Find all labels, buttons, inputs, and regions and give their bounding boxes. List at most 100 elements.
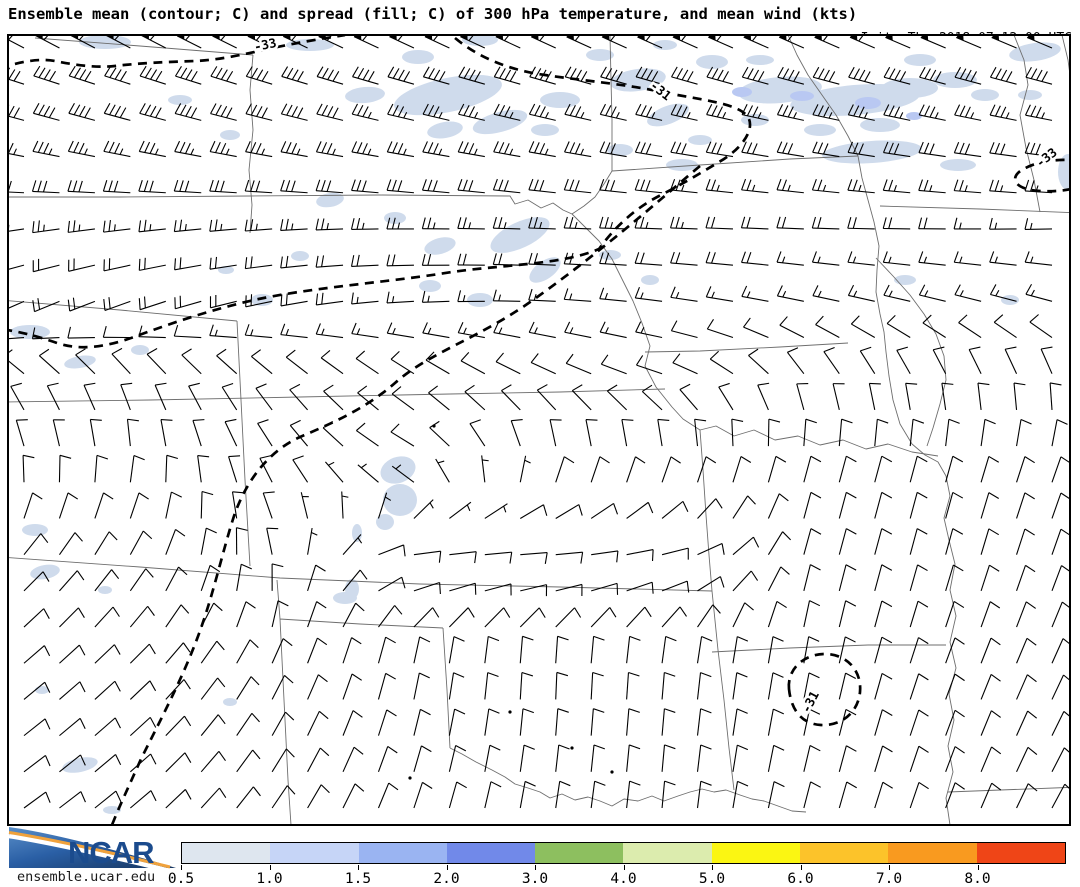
wind-barb <box>1025 283 1053 302</box>
wind-barb <box>111 347 131 375</box>
wind-barb <box>705 178 734 194</box>
wind-barb <box>67 140 96 158</box>
wind-barb <box>32 140 60 158</box>
wind-barb <box>262 491 275 519</box>
wind-barb <box>767 744 785 772</box>
page-title: Ensemble mean (contour; C) and spread (f… <box>8 5 858 23</box>
wind-barb <box>803 455 822 483</box>
wind-barb <box>874 636 893 664</box>
wind-barb <box>599 216 627 230</box>
wind-barb <box>989 104 1017 121</box>
wind-barb <box>599 287 627 302</box>
wind-barb <box>271 638 293 664</box>
wind-barb <box>68 258 96 272</box>
wind-barb <box>424 35 450 49</box>
wind-barb <box>23 645 51 664</box>
wind-barb <box>23 492 43 519</box>
state-border <box>644 342 849 353</box>
spread-patch <box>316 192 344 208</box>
wind-barb <box>732 708 748 736</box>
wind-barb <box>528 216 556 230</box>
wind-barb <box>732 536 760 556</box>
wind-barb <box>460 352 486 375</box>
wind-barb <box>530 35 556 49</box>
temperature-contour <box>787 652 862 727</box>
wind-barb <box>469 419 486 447</box>
wind-barb <box>823 346 840 375</box>
spread-patch <box>419 280 441 292</box>
wind-barb <box>448 745 467 772</box>
wind-barb <box>741 141 769 158</box>
wind-barb <box>909 418 925 447</box>
wind-barb <box>590 780 606 809</box>
wind-barb <box>954 104 982 121</box>
wind-barb <box>391 464 415 483</box>
wind-barb <box>555 456 575 483</box>
wind-barb <box>941 382 954 410</box>
wind-barb <box>422 322 450 339</box>
wind-barb <box>634 141 663 158</box>
wind-barb <box>635 66 663 85</box>
wind-barb <box>918 251 946 266</box>
wind-barb <box>980 746 1002 773</box>
wind-barb <box>129 530 153 555</box>
spread-patch <box>906 112 922 120</box>
wind-barb <box>350 217 379 230</box>
wind-barb <box>743 317 769 339</box>
spread-patch <box>64 355 96 369</box>
wind-barb <box>138 257 166 271</box>
wind-barb <box>520 551 548 564</box>
wind-barb <box>68 65 96 85</box>
wind-barb <box>280 255 308 269</box>
wind-barb <box>980 455 1000 483</box>
wind-barb <box>102 326 131 339</box>
wind-barb <box>882 179 911 194</box>
spread-patch <box>10 325 50 339</box>
wind-barb <box>672 35 698 49</box>
wind-barb <box>563 216 592 230</box>
wind-barb <box>103 258 131 272</box>
wind-barb <box>351 103 379 121</box>
wind-barb <box>1016 710 1038 736</box>
wind-barb <box>94 644 121 664</box>
spread-patch <box>666 159 698 171</box>
wind-barb <box>492 178 521 194</box>
wind-barb <box>1016 637 1037 664</box>
wind-barb <box>221 382 238 411</box>
wind-barb <box>980 601 1001 628</box>
wind-barb <box>139 65 166 85</box>
spread-patch <box>79 35 131 49</box>
wind-barb <box>555 671 569 700</box>
wind-barb <box>776 251 804 266</box>
wind-barb <box>519 671 534 700</box>
wind-barb <box>102 219 131 233</box>
colorbar-segment <box>623 843 712 863</box>
wind-barb <box>953 141 982 158</box>
wind-barb <box>342 673 362 700</box>
wind-barb <box>626 606 652 628</box>
wind-barb <box>626 744 641 772</box>
wind-barb <box>1024 251 1053 266</box>
wind-barb <box>528 288 556 302</box>
wind-barb <box>989 142 1017 158</box>
wind-barb <box>138 180 166 194</box>
wind-barb <box>422 103 450 121</box>
wind-barb <box>815 315 840 339</box>
wind-barb <box>245 141 273 158</box>
wind-barb <box>989 251 1017 266</box>
wind-barb <box>378 605 403 628</box>
wind-barb <box>421 254 450 266</box>
wind-barb <box>38 348 60 375</box>
wind-barb <box>386 217 414 230</box>
wind-barb <box>315 292 344 306</box>
wind-barb <box>591 550 619 563</box>
wind-barb <box>23 681 51 700</box>
wind-barb <box>324 461 344 483</box>
wind-barb <box>209 256 237 270</box>
wind-barb <box>732 495 756 519</box>
wind-barb <box>1004 346 1018 374</box>
wind-barb <box>59 717 86 737</box>
wind-barb <box>832 383 845 411</box>
wind-barb <box>315 218 344 231</box>
